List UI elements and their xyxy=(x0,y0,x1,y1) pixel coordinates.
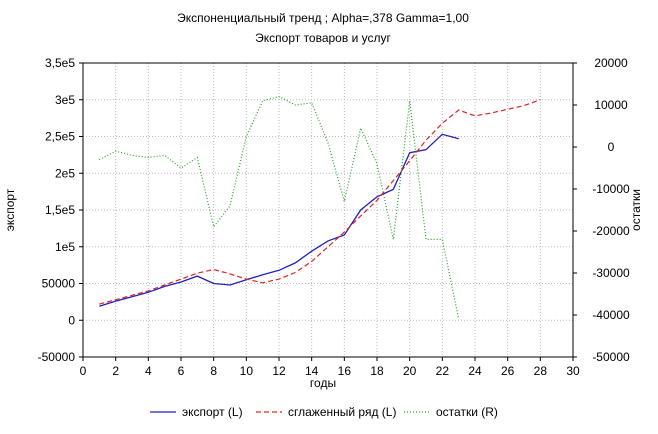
y-left-tick-label: 1e5 xyxy=(55,240,75,254)
y-right-tick-label: -40000 xyxy=(592,308,630,322)
y-right-tick-label: -10000 xyxy=(592,182,630,196)
y-right-tick-label: 10000 xyxy=(594,98,628,112)
y-axis-right-label: остатки xyxy=(629,189,643,231)
x-tick-label: 28 xyxy=(534,364,548,378)
x-axis: 0 2 4 6 8 10 12 14 16 18 20 22 24 26 28 30 xyxy=(80,357,580,378)
y-right-tick-label: -30000 xyxy=(592,266,630,280)
chart-title: Экспоненциальный тренд ; Alpha=,378 Gamm… xyxy=(177,11,469,25)
y-left-tick-label: 3e5 xyxy=(55,93,75,107)
legend-label-0: экспорт (L) xyxy=(182,405,243,419)
y-left-tick-label: -50000 xyxy=(38,350,76,364)
grid xyxy=(83,63,573,357)
y-axis-left: -50000 0 50000 1e5 1,5e5 2e5 2,5e5 3e5 3,5e5 xyxy=(38,56,83,364)
y-right-tick-label: -20000 xyxy=(592,224,630,238)
x-tick-label: 2 xyxy=(112,364,119,378)
x-tick-label: 16 xyxy=(338,364,352,378)
y-right-tick-label: 0 xyxy=(608,140,615,154)
x-tick-label: 6 xyxy=(178,364,185,378)
x-tick-label: 0 xyxy=(80,364,87,378)
y-left-tick-label: 0 xyxy=(68,313,75,327)
y-left-tick-label: 2,5e5 xyxy=(45,130,75,144)
y-axis-right: -50000 -40000 -30000 -20000 -10000 0 10000 2000… xyxy=(573,56,630,364)
chart-subtitle: Экспорт товаров и услуг xyxy=(255,31,391,45)
x-tick-label: 26 xyxy=(501,364,515,378)
x-tick-label: 18 xyxy=(370,364,384,378)
x-tick-label: 10 xyxy=(240,364,254,378)
x-tick-label: 4 xyxy=(145,364,152,378)
x-tick-label: 12 xyxy=(272,364,286,378)
x-tick-label: 24 xyxy=(468,364,482,378)
x-tick-label: 8 xyxy=(210,364,217,378)
x-tick-label: 14 xyxy=(305,364,319,378)
plot-area xyxy=(83,63,573,357)
y-left-tick-label: 50000 xyxy=(42,277,76,291)
series-layer xyxy=(99,95,541,320)
y-axis-left-label: экспорт xyxy=(3,188,17,231)
series-line-2 xyxy=(99,95,460,320)
legend: экспорт (L) сглаженный ряд (L) остатки (R) xyxy=(150,405,498,419)
y-left-tick-label: 1,5e5 xyxy=(45,203,75,217)
x-tick-label: 30 xyxy=(566,364,580,378)
series-line-1 xyxy=(99,99,541,305)
x-tick-label: 22 xyxy=(436,364,450,378)
y-left-tick-label: 3,5e5 xyxy=(45,56,75,70)
legend-label-1: сглаженный ряд (L) xyxy=(288,405,396,419)
series-line-0 xyxy=(99,133,459,307)
x-tick-label: 20 xyxy=(403,364,417,378)
x-axis-label: годы xyxy=(310,376,336,390)
y-right-tick-label: -50000 xyxy=(592,350,630,364)
y-left-tick-label: 2e5 xyxy=(55,166,75,180)
legend-label-2: остатки (R) xyxy=(436,405,498,419)
y-right-tick-label: 20000 xyxy=(594,56,628,70)
